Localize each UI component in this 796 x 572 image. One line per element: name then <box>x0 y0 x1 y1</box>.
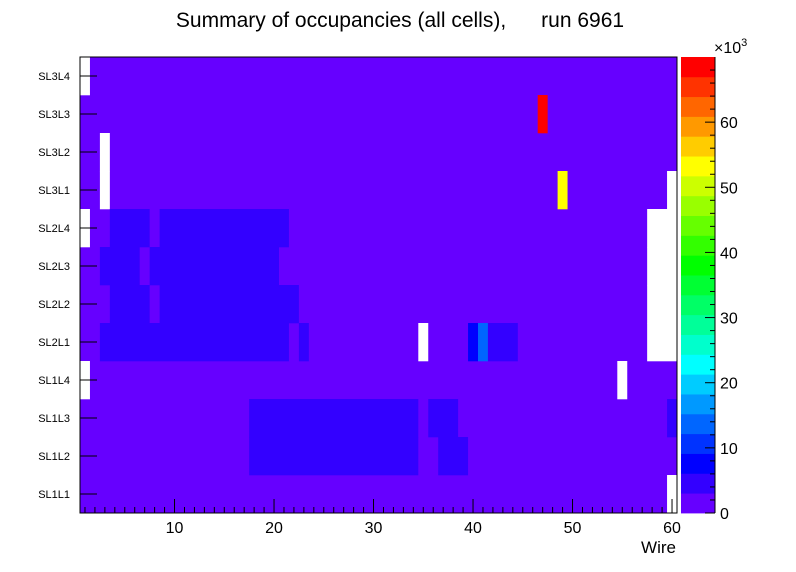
palette-segment <box>681 136 715 157</box>
cell-SL2L1-wire-42-44 <box>487 323 518 362</box>
palette-segment <box>681 314 715 335</box>
palette-segment <box>681 116 715 137</box>
palette-segment <box>681 76 715 98</box>
x-tick-label-60: 60 <box>663 520 681 537</box>
z-tick-label-50: 50 <box>720 180 738 197</box>
cell-SL1L2-wire-18-34 <box>249 437 419 476</box>
palette-segment <box>681 294 715 316</box>
z-tick-label-20: 20 <box>720 376 738 393</box>
z-tick-label-0: 0 <box>720 506 729 523</box>
plot-frame <box>79 56 678 514</box>
y-tick-label-sl3l2: SL3L2 <box>38 147 70 159</box>
y-tick-label-sl3l1: SL3L1 <box>38 185 70 197</box>
palette-segment <box>681 413 715 435</box>
x-axis-label: Wire <box>641 538 676 557</box>
x-tick-label-30: 30 <box>365 520 383 537</box>
y-tick-label-sl2l4: SL2L4 <box>38 223 70 235</box>
chart-title: Summary of occupancies (all cells), run … <box>176 9 624 32</box>
cell-SL3L3-wire-47 <box>537 95 548 134</box>
cell-SL1L2-wire-37-39 <box>438 437 469 476</box>
palette-segment <box>681 255 715 276</box>
z-tick-label-60: 60 <box>720 115 738 132</box>
cell-SL1L3-wire-18-34 <box>249 399 419 438</box>
cell-SL2L2-wire-9-22 <box>159 285 299 324</box>
cell-SL2L2-wire-58-60 <box>647 285 677 324</box>
cell-SL1L3-wire-60 <box>667 399 677 438</box>
palette-segment <box>681 394 715 415</box>
color-scale: 0 10 20 30 40 50 60 <box>681 57 738 523</box>
cell-SL2L1-wire-23 <box>298 323 309 362</box>
y-tick-label-sl1l4: SL1L4 <box>38 375 70 387</box>
palette-segment <box>681 374 715 395</box>
cell-SL3L1-wire-49 <box>557 171 568 210</box>
cell-SL2L2-wire-4-7 <box>109 285 150 324</box>
palette-segment <box>681 235 715 256</box>
palette-segment <box>681 156 715 177</box>
cell-SL2L4-wire-9-21 <box>159 209 289 248</box>
palette-segment <box>681 433 715 454</box>
cell-SL2L1-wire-35 <box>418 323 429 362</box>
y-axis: SL1L1 SL1L2 SL1L3 SL1L4 SL2L1 SL2L2 SL2L3 SL2L4… <box>38 71 97 501</box>
cell-SL2L3-wire-58-60 <box>647 247 677 286</box>
cell-SL1L1-wire-60 <box>667 475 677 514</box>
x-tick-label-40: 40 <box>464 520 482 537</box>
cell-SL2L3-wire-3-6 <box>99 247 140 286</box>
multiplier-exponent: 3 <box>741 37 747 49</box>
cell-SL2L1-wire-58-60 <box>647 323 677 362</box>
palette-segment <box>681 334 715 355</box>
x-tick-label-50: 50 <box>564 520 582 537</box>
x-tick-label-20: 20 <box>265 520 283 537</box>
y-tick-label-sl2l1: SL2L1 <box>38 337 70 349</box>
palette-segment <box>681 354 715 375</box>
palette-segment <box>681 195 715 217</box>
y-tick-label-sl3l4: SL3L4 <box>38 71 70 83</box>
cell-SL2L4-wire-58-60 <box>647 209 677 248</box>
palette-segment <box>681 453 715 474</box>
z-tick-label-30: 30 <box>720 311 738 328</box>
color-scale-multiplier: ×103 <box>714 37 747 57</box>
heatmap-cells <box>80 57 677 514</box>
cell-SL3L1-wire-3 <box>99 171 110 210</box>
cell-SL3L1-wire-60 <box>667 171 677 210</box>
palette-segment <box>681 57 715 78</box>
y-tick-label-sl1l1: SL1L1 <box>38 489 70 501</box>
palette-segment <box>681 215 715 236</box>
palette-segment <box>681 493 715 514</box>
cell-SL2L1-wire-41 <box>478 323 488 362</box>
y-tick-label-sl3l3: SL3L3 <box>38 109 70 121</box>
cell-SL2L3-wire-8-20 <box>149 247 279 286</box>
multiplier-base: ×10 <box>714 40 741 57</box>
y-tick-label-sl2l3: SL2L3 <box>38 261 70 273</box>
z-tick-label-40: 40 <box>720 245 738 262</box>
palette-segment <box>681 473 715 494</box>
x-tick-label-10: 10 <box>166 520 184 537</box>
cell-SL1L3-wire-36-38 <box>428 399 459 438</box>
palette-segment <box>681 175 715 197</box>
palette-segment <box>681 96 715 117</box>
z-tick-label-10: 10 <box>720 441 738 458</box>
cell-SL2L4-wire-4-7 <box>109 209 150 248</box>
y-tick-label-sl2l2: SL2L2 <box>38 299 70 311</box>
cell-SL2L1-wire-3-21 <box>99 323 289 362</box>
y-tick-label-sl1l2: SL1L2 <box>38 451 70 463</box>
palette-segment <box>681 275 715 296</box>
cell-SL1L4-wire-55 <box>617 361 628 400</box>
cell-SL3L2-wire-3 <box>99 133 110 172</box>
x-axis: 10 20 30 40 50 60 <box>84 499 681 537</box>
y-tick-label-sl1l3: SL1L3 <box>38 413 70 425</box>
cell-SL2L1-wire-40 <box>468 323 478 362</box>
